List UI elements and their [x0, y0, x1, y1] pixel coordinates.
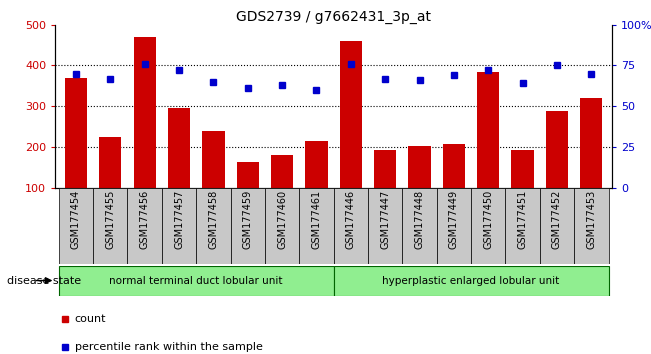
Text: GSM177459: GSM177459 — [243, 190, 253, 249]
Text: GSM177457: GSM177457 — [174, 190, 184, 249]
Text: GSM177460: GSM177460 — [277, 190, 287, 249]
Bar — [93, 188, 128, 264]
Text: GSM177461: GSM177461 — [311, 190, 322, 249]
Text: count: count — [75, 314, 106, 324]
Bar — [368, 188, 402, 264]
Text: GSM177453: GSM177453 — [587, 190, 596, 249]
Bar — [408, 146, 431, 188]
Text: GSM177450: GSM177450 — [483, 190, 493, 249]
Bar — [580, 98, 602, 188]
Text: GSM177446: GSM177446 — [346, 190, 356, 249]
Bar — [59, 188, 93, 264]
Bar — [402, 188, 437, 264]
Text: percentile rank within the sample: percentile rank within the sample — [75, 342, 263, 352]
Text: GSM177454: GSM177454 — [71, 190, 81, 249]
Text: GSM177449: GSM177449 — [449, 190, 459, 249]
Bar — [265, 188, 299, 264]
Title: GDS2739 / g7662431_3p_at: GDS2739 / g7662431_3p_at — [236, 10, 431, 24]
Bar — [162, 188, 196, 264]
Bar — [196, 188, 230, 264]
Bar — [546, 112, 568, 188]
Text: GSM177447: GSM177447 — [380, 190, 390, 249]
Bar — [333, 266, 609, 296]
Text: GSM177451: GSM177451 — [518, 190, 527, 249]
Text: GSM177456: GSM177456 — [140, 190, 150, 249]
Bar — [65, 78, 87, 188]
Bar — [443, 144, 465, 188]
Text: GSM177455: GSM177455 — [105, 190, 115, 249]
Bar — [202, 131, 225, 188]
Bar — [374, 150, 396, 188]
Text: hyperplastic enlarged lobular unit: hyperplastic enlarged lobular unit — [382, 275, 560, 286]
Bar — [299, 188, 333, 264]
Bar — [333, 188, 368, 264]
Bar — [271, 155, 293, 188]
Bar — [540, 188, 574, 264]
Bar — [133, 37, 156, 188]
Bar — [505, 188, 540, 264]
Bar — [340, 41, 362, 188]
Text: GSM177448: GSM177448 — [415, 190, 424, 249]
Bar — [59, 266, 333, 296]
Bar — [477, 72, 499, 188]
Bar — [236, 162, 259, 188]
Bar — [471, 188, 505, 264]
Text: GSM177452: GSM177452 — [552, 190, 562, 249]
Bar — [305, 141, 327, 188]
Bar — [128, 188, 162, 264]
Bar — [512, 150, 534, 188]
Bar — [168, 108, 190, 188]
Bar — [574, 188, 609, 264]
Text: GSM177458: GSM177458 — [208, 190, 218, 249]
Bar — [230, 188, 265, 264]
Text: normal terminal duct lobular unit: normal terminal duct lobular unit — [109, 275, 283, 286]
Text: disease state: disease state — [7, 276, 81, 286]
Bar — [437, 188, 471, 264]
Bar — [99, 137, 122, 188]
